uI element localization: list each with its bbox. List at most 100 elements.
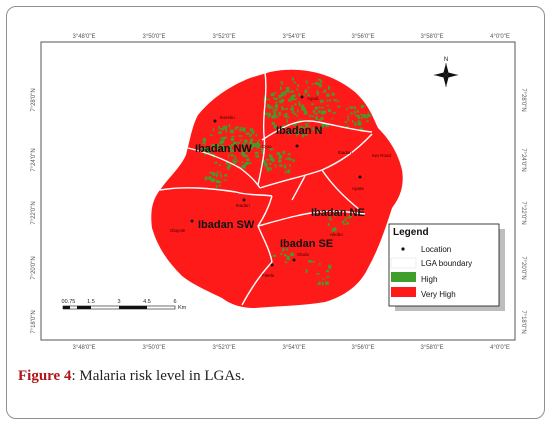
high-risk-patch (321, 110, 324, 115)
high-risk-patch (304, 127, 307, 129)
high-risk-patch (334, 213, 336, 217)
place-label: Ibadan (338, 150, 352, 155)
high-risk-patch (283, 114, 285, 117)
high-risk-patch (266, 113, 269, 115)
high-risk-patch (330, 218, 332, 221)
high-risk-patch (344, 217, 347, 222)
high-risk-patch (316, 82, 320, 86)
scale-label: 1.5 (87, 299, 95, 305)
high-risk-patch (298, 93, 300, 97)
high-risk-patch (301, 126, 304, 129)
lga-boundary (261, 120, 373, 141)
high-risk-patch (312, 110, 315, 113)
high-risk-patch (319, 262, 321, 266)
left-tick: 7°18'0"N (31, 310, 37, 333)
location-dot (295, 144, 299, 148)
high-risk-patch (254, 143, 258, 145)
high-risk-patch (221, 137, 225, 141)
high-risk-patch (286, 255, 290, 258)
high-risk-patch (279, 158, 281, 162)
high-risk-patch (333, 227, 337, 231)
high-risk-patch (223, 139, 225, 142)
high-risk-patch (220, 128, 224, 131)
high-risk-patch (346, 125, 349, 129)
high-risk-patch (269, 155, 273, 158)
high-risk-patch (317, 78, 322, 81)
high-risk-patch (249, 141, 253, 144)
top-tick: 3°48'0"E (72, 34, 95, 40)
place-label: Apata (352, 186, 364, 191)
high-risk-patches (200, 77, 371, 286)
high-risk-patch (291, 111, 295, 113)
high-risk-patch (211, 178, 216, 182)
high-risk-patch (200, 148, 205, 150)
high-risk-patch (271, 115, 275, 118)
high-risk-patch (269, 158, 273, 161)
high-risk-patch (282, 150, 286, 155)
high-risk-patch (293, 81, 296, 84)
right-tick: 7°24'0"N (520, 148, 526, 171)
high-risk-patch (276, 152, 280, 155)
high-risk-patch (257, 143, 261, 147)
lga-boundary (291, 175, 306, 201)
high-risk-patch (203, 140, 206, 144)
high-risk-patch (238, 135, 243, 137)
lga-boundary (259, 133, 373, 189)
high-risk-patch (212, 128, 215, 132)
high-risk-patch (237, 141, 241, 144)
high-risk-patch (322, 91, 324, 93)
high-risk-patch (326, 93, 330, 97)
high-risk-patch (245, 159, 248, 161)
place-labels: Ikereku Agodi Ojoo Ibadan Iwo Road Apata… (170, 96, 392, 278)
high-risk-patch (343, 223, 347, 225)
legend-title: Legend (393, 227, 429, 238)
high-risk-patch (225, 161, 229, 165)
high-risk-patch (290, 108, 294, 111)
high-risk-patch (291, 252, 294, 257)
high-risk-patch (316, 128, 319, 132)
high-risk-patch (281, 108, 285, 111)
high-risk-patch (243, 154, 246, 158)
high-risk-patch (294, 98, 297, 100)
high-risk-patch (301, 104, 304, 107)
high-risk-patch (275, 101, 278, 106)
high-risk-patch (301, 106, 305, 111)
high-risk-patch (309, 114, 312, 118)
high-risk-patch (318, 118, 323, 121)
high-risk-patch (249, 128, 254, 132)
high-risk-patch (357, 121, 362, 126)
high-risk-patch (211, 144, 215, 148)
high-risk-patch (268, 105, 272, 109)
top-tick: 3°56'0"E (351, 34, 374, 40)
high-risk-patch (208, 176, 212, 180)
high-risk-patch (349, 106, 353, 109)
bottom-tick: 3°50'0"E (142, 345, 165, 351)
high-risk-patch (215, 144, 220, 148)
high-risk-patch (216, 185, 218, 188)
high-risk-patch (289, 164, 291, 167)
right-tick: 7°28'0"N (520, 88, 526, 111)
high-risk-patch (214, 161, 218, 164)
legend-item-location: Location (401, 245, 451, 254)
high-risk-patch (269, 162, 272, 165)
legend: Legend Location LGA boundary High Very H… (388, 223, 505, 311)
scale-label: 0.75 (65, 299, 76, 305)
high-risk-patch (337, 105, 341, 108)
high-risk-patch (305, 123, 309, 127)
high-risk-patch (256, 145, 260, 149)
figure-label: Figure 4 (18, 368, 72, 384)
high-risk-patch (331, 228, 335, 232)
high-risk-patch (233, 142, 237, 145)
high-risk-patch (201, 143, 206, 145)
high-risk-patch (357, 120, 361, 122)
place-label: Ikereku (220, 115, 235, 120)
left-tick: 7°24'0"N (31, 148, 37, 171)
high-risk-patch (364, 116, 368, 119)
high-risk-patch (256, 141, 259, 145)
left-tick: 7°28'0"N (31, 88, 37, 111)
high-risk-patch (352, 120, 354, 123)
high-risk-patch (224, 147, 226, 151)
high-risk-patch (246, 145, 248, 147)
high-risk-patch (296, 115, 298, 117)
high-risk-patch (280, 165, 283, 167)
